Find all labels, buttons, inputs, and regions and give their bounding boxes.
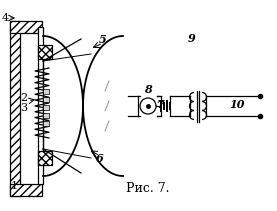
Text: 9: 9: [188, 32, 196, 43]
Text: 7: 7: [157, 99, 165, 110]
Bar: [43, 105, 49, 110]
Bar: [38, 45, 52, 59]
Bar: [43, 89, 49, 94]
Bar: [38, 27, 43, 184]
Text: 2: 2: [20, 93, 28, 103]
Bar: [43, 97, 49, 102]
Bar: [38, 151, 52, 165]
Text: 4: 4: [1, 13, 9, 23]
Bar: [10, 184, 42, 196]
Bar: [43, 121, 49, 126]
Bar: [10, 21, 42, 33]
Text: Рис. 7.: Рис. 7.: [126, 183, 170, 196]
Bar: [43, 113, 49, 118]
Text: 5: 5: [99, 34, 107, 45]
Text: 6: 6: [96, 153, 104, 165]
Text: 8: 8: [144, 84, 152, 95]
Circle shape: [140, 98, 156, 114]
Text: 3: 3: [20, 103, 28, 113]
Text: 1: 1: [11, 181, 17, 191]
Bar: [10, 21, 20, 196]
Text: 10: 10: [229, 99, 245, 110]
